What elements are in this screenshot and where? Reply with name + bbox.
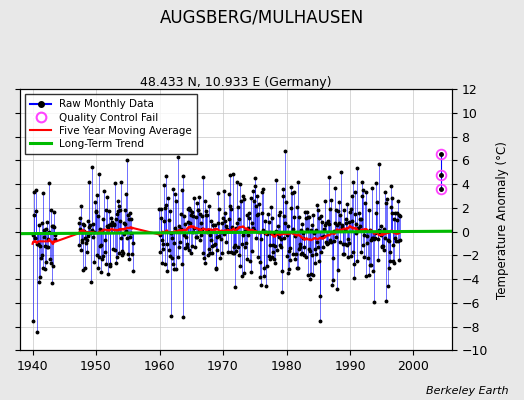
Legend: Raw Monthly Data, Quality Control Fail, Five Year Moving Average, Long-Term Tren: Raw Monthly Data, Quality Control Fail, … — [25, 94, 198, 154]
Title: 48.433 N, 10.933 E (Germany): 48.433 N, 10.933 E (Germany) — [140, 76, 332, 89]
Text: Berkeley Earth: Berkeley Earth — [426, 386, 508, 396]
Text: AUGSBERG/MULHAUSEN: AUGSBERG/MULHAUSEN — [160, 8, 364, 26]
Y-axis label: Temperature Anomaly (°C): Temperature Anomaly (°C) — [496, 141, 509, 298]
